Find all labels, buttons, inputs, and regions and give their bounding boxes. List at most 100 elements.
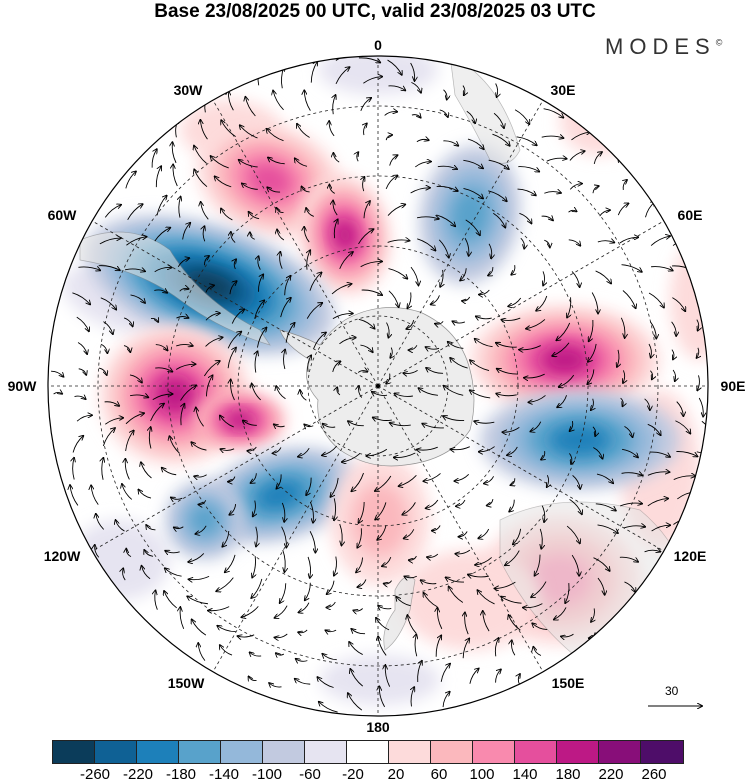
wind-vector-arrow [544,239,550,247]
colorbar-tick-label: -20 [342,766,364,783]
wind-vector-arrow [520,237,525,248]
colorbar-swatch [305,741,347,763]
wind-vector-arrow [357,371,367,373]
wind-vector-arrow [423,473,441,481]
wind-vector-arrow [72,292,90,305]
wind-vector-arrow [283,549,285,572]
wind-vector-arrow [179,197,181,218]
wind-vector-arrow [568,239,581,246]
wind-vector-arrow [379,686,385,708]
wind-vector-arrow [372,392,388,396]
wind-vector-arrow [422,424,444,429]
wind-vector-arrow [530,421,542,432]
wind-vector-arrow [309,531,315,552]
wind-vector-arrow [470,360,490,372]
wind-vector-arrow [256,526,258,547]
meridian-line [377,220,664,387]
meridian-line [212,385,379,672]
wind-vector-arrow [308,556,310,578]
wind-vector-arrow [172,142,177,164]
wind-vector-arrow [138,490,152,499]
wind-vector-arrow [300,390,307,401]
wind-vector-arrow [348,421,364,427]
wind-vector-arrow [325,630,337,632]
wind-vector-arrow [384,580,392,584]
colorbar-swatch [179,741,221,763]
wind-vector-arrow [591,292,598,313]
wind-vector-arrow [591,398,594,410]
wind-vector-arrow [329,121,335,137]
wind-vector-arrow [435,321,444,324]
wind-vector-arrow [103,321,112,335]
wind-vector-arrow [206,375,212,397]
wind-vector-arrow [404,529,415,538]
wind-vector-arrow [496,83,498,98]
lon-label-90w: 90W [7,378,37,394]
wind-vector-arrow [326,601,336,607]
wind-vector-arrow [462,85,465,96]
wind-vector-arrow [403,370,418,373]
wind-vector-arrow [194,146,207,164]
wind-vector-arrow [333,153,340,163]
wind-vector-arrow [51,370,63,377]
wind-vector-arrow [507,446,518,455]
colorbar-swatch [599,741,641,763]
wind-vector-arrow [394,393,413,396]
wind-vector-arrow [78,267,100,270]
wind-vector-arrow [593,447,602,458]
graticule [48,56,708,716]
wind-vector-arrow [523,603,543,608]
wind-vector-arrow [155,166,161,188]
wind-vector-arrow [698,397,703,417]
wind-vector-arrow [255,351,257,373]
wind-vector-arrow [467,138,484,149]
wind-vector-arrow [426,347,440,349]
wind-vector-arrow [358,386,363,398]
wind-vector-arrow [531,581,547,598]
wind-vector-arrow [440,269,443,287]
wind-vector-arrow [519,345,541,350]
wind-vector-arrow [493,112,504,128]
wind-vector-arrow [298,602,310,613]
wind-vector-arrow [276,474,282,488]
wind-vector-arrow [566,525,580,543]
wind-vector-arrow [385,135,392,141]
wind-vector-arrow [571,554,579,576]
wind-vector-arrow [648,343,651,358]
wind-vector-arrow [295,679,311,685]
wind-vector-arrow [384,112,398,116]
wind-vector-arrow [621,473,643,476]
wind-vector-arrow [387,59,402,75]
wind-vector-arrow [373,417,392,420]
wind-vector-arrow [647,472,670,476]
wind-vector-arrow [547,475,549,487]
wind-vector-arrow [252,384,261,401]
wind-vector-arrow [297,124,310,138]
wind-vector-arrow [126,237,146,246]
colorbar-swatch [557,741,599,763]
wind-vector-arrow [593,152,602,164]
wind-vector-arrow [543,271,545,285]
wind-vector-arrow [102,458,104,480]
wind-vector-arrow [410,188,430,194]
wind-vector-arrow [423,593,438,608]
wind-vector-arrow [624,426,632,437]
wind-vector-arrow [208,606,230,611]
wind-vector-arrow [479,289,490,295]
wind-vector-arrow [426,368,444,374]
wind-vector-arrow [266,129,284,142]
wind-vector-arrow [334,556,337,576]
wind-vector-arrow [439,109,448,117]
wind-vector-arrow [281,502,285,522]
wind-vector-arrow [116,520,125,532]
wind-vector-arrow [463,187,483,198]
wind-vector-arrow [552,342,570,356]
wind-vector-arrow [557,395,567,407]
wind-vector-arrow [388,290,399,307]
wind-vector-arrow [492,133,509,146]
wind-vector-arrow [248,676,257,680]
colorbar-tick-label: 180 [555,766,581,783]
wind-vector-arrow [431,295,440,304]
wind-vector-arrow [697,375,699,390]
wind-vector-arrow [421,580,437,584]
